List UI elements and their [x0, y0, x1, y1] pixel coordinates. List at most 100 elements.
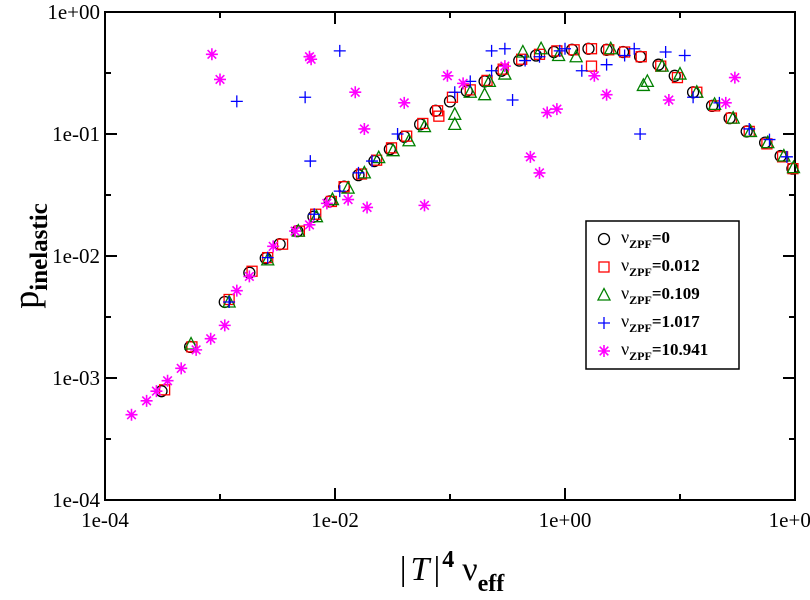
data-point-triangle	[655, 58, 670, 72]
data-point-plus	[304, 155, 317, 168]
x-tick-label: 1e+00	[539, 508, 592, 532]
data-point-plus	[261, 251, 274, 264]
data-point-plus	[485, 44, 498, 57]
data-point-plus	[223, 295, 236, 308]
data-point-plus	[366, 155, 379, 168]
data-point-triangle	[726, 110, 741, 124]
x-axis-label-part: T	[411, 551, 432, 588]
data-point-asterisk	[214, 73, 226, 86]
data-point-asterisk	[524, 150, 537, 163]
data-point-triangle	[786, 159, 801, 174]
legend-value: =0.109	[652, 284, 700, 303]
data-point-triangle	[707, 96, 722, 110]
data-point-triangle	[325, 191, 340, 206]
data-point-asterisk	[457, 77, 470, 90]
data-point-asterisk	[361, 201, 374, 214]
legend-marker-triangle	[596, 287, 612, 301]
data-point-circle	[582, 42, 595, 55]
legend-nu: ν	[621, 311, 629, 331]
data-point-square	[635, 51, 647, 63]
x-tick-label: 1e-04	[81, 508, 129, 532]
data-point-plus	[780, 150, 793, 163]
data-point-triangle	[309, 208, 324, 223]
axis-tick-labels: 1e-04 1e-02 1e+00 1e+02 1e-04 1e-03 1e-02 1e-01…	[47, 0, 810, 532]
data-point-asterisk	[140, 394, 153, 407]
legend-marker-plus	[598, 317, 610, 329]
legend: νZPF=0νZPF=0.012νZPF=0.109νZPF=1.017νZPF…	[585, 220, 740, 370]
x-axis-label-part: ν	[462, 551, 477, 588]
data-point-asterisk	[662, 93, 675, 106]
data-point-plus	[678, 49, 691, 62]
data-point-asterisk	[320, 197, 333, 210]
data-point-asterisk	[305, 53, 318, 66]
data-point-asterisk	[358, 122, 371, 135]
data-point-plus	[448, 86, 461, 99]
data-point-plus	[333, 185, 346, 198]
series-asterisk	[125, 48, 741, 421]
y-axis-label: pinelastic	[6, 203, 53, 309]
data-point-plus	[485, 64, 498, 77]
x-axis-label-part: |	[400, 551, 407, 588]
data-point-plus	[391, 128, 404, 140]
data-point-plus	[333, 44, 346, 57]
data-point-plus	[498, 42, 511, 55]
data-point-triangle	[260, 251, 275, 266]
legend-entry-label: νZPF=1.017	[621, 311, 700, 335]
data-point-plus	[533, 50, 546, 63]
legend-entry-label: νZPF=10.941	[621, 339, 708, 363]
y-axis-label-base: p	[6, 291, 46, 309]
data-point-asterisk	[441, 69, 454, 82]
data-point-asterisk	[719, 96, 732, 109]
data-point-triangle	[497, 66, 512, 80]
x-tick-label: 1e-02	[311, 508, 359, 532]
data-point-plus	[464, 75, 477, 88]
data-point-asterisk	[125, 408, 138, 421]
data-point-asterisk	[600, 88, 613, 101]
data-point-square	[158, 384, 171, 396]
data-point-asterisk	[398, 96, 411, 109]
data-point-square	[585, 43, 598, 55]
data-point-square	[516, 53, 528, 65]
data-point-plus	[763, 133, 776, 146]
data-point-triangle	[515, 44, 530, 58]
data-point-asterisk	[349, 86, 362, 99]
data-point-asterisk	[418, 199, 431, 212]
data-point-plus	[575, 64, 588, 77]
y-tick-label: 1e-03	[52, 366, 100, 390]
data-point-plus	[506, 93, 519, 106]
legend-value: =1.017	[652, 312, 700, 331]
data-point-asterisk	[230, 284, 243, 297]
data-point-plus	[659, 46, 672, 59]
data-point-triangle	[447, 116, 462, 130]
data-point-square	[385, 142, 398, 154]
data-point-triangle	[640, 73, 655, 88]
legend-nu: ν	[621, 227, 629, 247]
data-point-triangle	[760, 134, 775, 149]
data-point-circle	[668, 69, 681, 82]
data-point-plus	[553, 44, 566, 57]
data-point-asterisk	[218, 319, 231, 332]
data-point-asterisk	[728, 71, 741, 84]
data-point-circle	[652, 58, 665, 71]
legend-entry-label: νZPF=0	[621, 227, 670, 251]
legend-box	[585, 220, 740, 370]
data-point-square	[401, 130, 413, 142]
legend-subscript: ZPF	[629, 321, 652, 335]
legend-nu: ν	[621, 255, 629, 275]
x-axis-label-part: eff	[478, 571, 506, 597]
x-tick-label: 1e+02	[769, 508, 810, 532]
data-point-plus	[519, 54, 532, 67]
y-tick-label: 1e+00	[47, 0, 100, 24]
data-point-triangle	[447, 106, 462, 120]
legend-subscript: ZPF	[629, 237, 652, 251]
data-point-plus	[618, 49, 631, 62]
legend-value: =10.941	[652, 340, 708, 359]
data-point-plus	[743, 122, 756, 135]
data-point-square	[433, 110, 445, 122]
legend-nu: ν	[621, 283, 629, 303]
data-point-circle	[529, 49, 543, 62]
data-markers	[125, 40, 801, 421]
y-tick-label: 1e-01	[52, 122, 100, 146]
